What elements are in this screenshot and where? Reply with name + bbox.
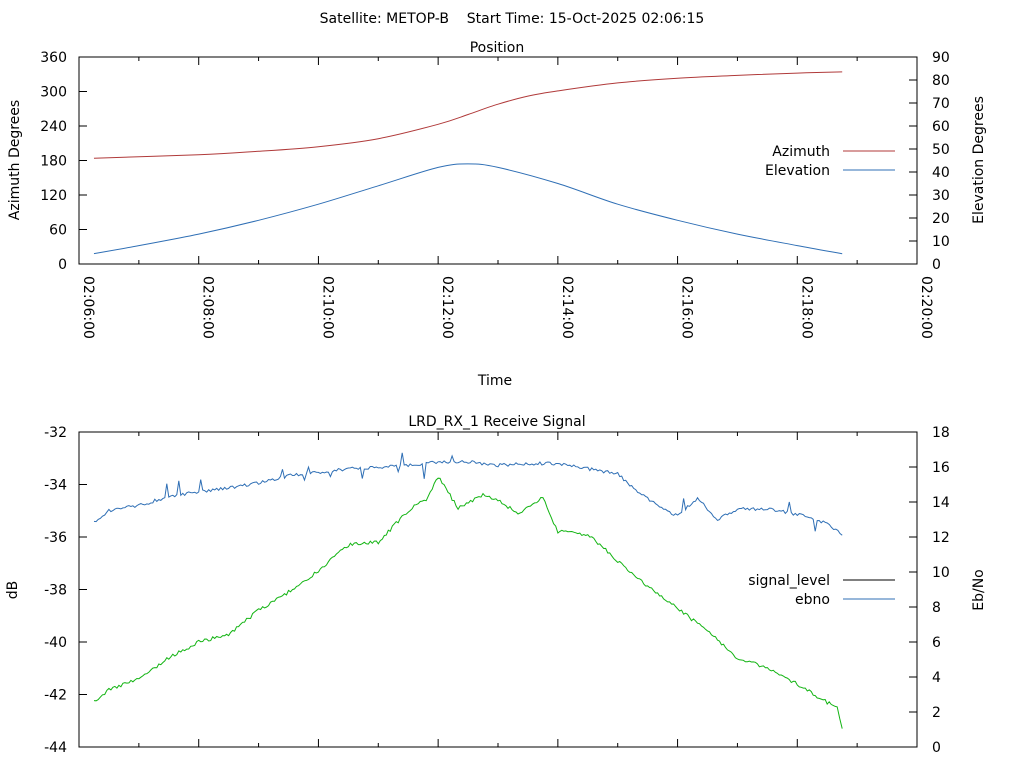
x-tick-label: 02:08:00 xyxy=(200,276,216,339)
receive-signal-legend: signal_level ebno xyxy=(748,573,895,608)
legend-label-signal-level: signal_level xyxy=(748,573,830,589)
y2-tick-label: 60 xyxy=(932,119,950,135)
y-tick-label: 180 xyxy=(40,154,67,170)
y2-tick-label: 20 xyxy=(932,211,950,227)
y-tick-label: -38 xyxy=(44,583,67,599)
x-tick-label: 02:14:00 xyxy=(559,276,575,339)
y2-tick-label: 8 xyxy=(932,600,941,616)
y-tick-label: -44 xyxy=(44,740,67,756)
position-panel: Position 02:06:00 02:08:00 02:10:00 02:12:0… xyxy=(7,40,987,389)
y2-tick-label: 70 xyxy=(932,96,950,112)
series-line-ebno xyxy=(93,452,843,536)
y2-tick-label: 2 xyxy=(932,705,941,721)
chart-header-title: Satellite: METOP-B Start Time: 15-Oct-20… xyxy=(320,11,705,27)
receive-signal-title: LRD_RX_1 Receive Signal xyxy=(408,414,585,430)
y2-tick-label: 80 xyxy=(932,73,950,89)
y2-tick-label: 10 xyxy=(932,565,950,581)
y2-tick-label: 90 xyxy=(932,50,950,66)
y2-tick-label: 14 xyxy=(932,495,950,511)
x-tick-label: 02:06:00 xyxy=(80,276,96,339)
y2-tick-label: 16 xyxy=(932,460,950,476)
x-tick-label: 02:10:00 xyxy=(319,276,335,339)
y2-tick-label: 30 xyxy=(932,188,950,204)
receive-signal-panel: LRD_RX_1 Receive Signal -44 -42 -40 -38 -36 -… xyxy=(5,414,987,756)
y-tick-label: -34 xyxy=(44,478,67,494)
y-tick-label: -40 xyxy=(44,635,67,651)
y-tick-label: -42 xyxy=(44,688,67,704)
x-tick-label: 02:12:00 xyxy=(439,276,455,339)
series-line-unlabeled-series xyxy=(93,477,843,729)
legend-label-elevation: Elevation xyxy=(765,163,830,179)
y2-tick-label: 40 xyxy=(932,165,950,181)
ebno-axis-label: Eb/No xyxy=(971,569,987,611)
y2-tick-label: 0 xyxy=(932,257,941,273)
y-tick-label: 360 xyxy=(40,50,67,66)
x-tick-label: 02:20:00 xyxy=(918,276,934,339)
y-tick-label: 0 xyxy=(58,257,67,273)
y2-tick-label: 12 xyxy=(932,530,950,546)
position-legend: Azimuth Elevation xyxy=(765,144,895,179)
y2-tick-label: 6 xyxy=(932,635,941,651)
legend-label-azimuth: Azimuth xyxy=(772,144,830,160)
y2-tick-label: 10 xyxy=(932,234,950,250)
y-tick-label: 60 xyxy=(49,223,67,239)
series-line-Elevation xyxy=(93,163,843,255)
y-tick-label: 120 xyxy=(40,188,67,204)
receive-signal-plot-frame xyxy=(78,431,918,748)
position-title: Position xyxy=(470,40,525,56)
y-tick-label: -32 xyxy=(44,425,67,441)
y-tick-label: 240 xyxy=(40,119,67,135)
azimuth-axis-label: Azimuth Degrees xyxy=(7,100,23,220)
y2-tick-label: 0 xyxy=(932,740,941,756)
legend-label-ebno: ebno xyxy=(795,592,830,608)
elevation-axis-label: Elevation Degrees xyxy=(971,96,987,224)
time-axis-label: Time xyxy=(477,373,512,389)
series-line-Azimuth xyxy=(93,71,843,159)
y2-tick-label: 50 xyxy=(932,142,950,158)
y2-tick-label: 4 xyxy=(932,670,941,686)
y-tick-label: -36 xyxy=(44,530,67,546)
db-axis-label: dB xyxy=(5,581,21,600)
y-tick-label: 300 xyxy=(40,85,67,101)
x-tick-label: 02:18:00 xyxy=(798,276,814,339)
y2-tick-label: 18 xyxy=(932,425,950,441)
x-tick-label: 02:16:00 xyxy=(679,276,695,339)
